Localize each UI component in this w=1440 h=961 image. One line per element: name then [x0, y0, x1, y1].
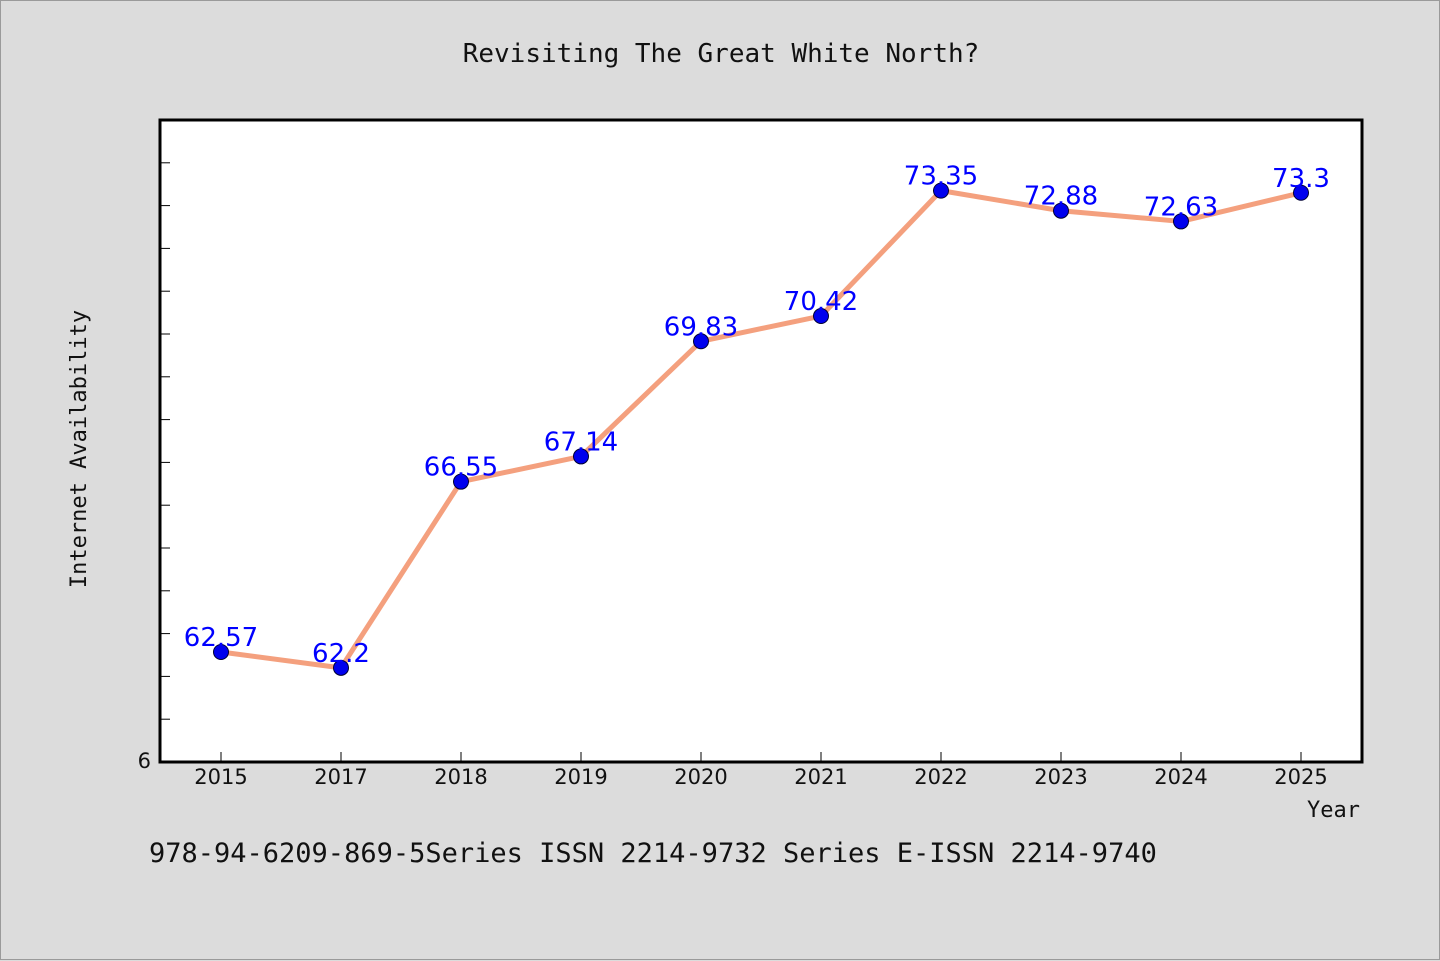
x-tick-label: 2018: [434, 765, 487, 789]
data-label: 62.2: [312, 639, 370, 669]
x-tick-label: 2020: [674, 765, 727, 789]
y-tick-label: 6: [138, 749, 151, 773]
data-label: 72.88: [1024, 182, 1098, 212]
data-point: [1173, 213, 1189, 230]
data-point: [213, 644, 229, 661]
data-point: [333, 659, 349, 676]
data-point: [573, 448, 589, 465]
data-point: [693, 333, 709, 350]
plot-area: [158, 118, 1364, 764]
data-label: 67.14: [544, 427, 618, 457]
data-points: [213, 182, 1309, 676]
data-label: 62.57: [184, 623, 258, 653]
x-tick-label: 2019: [554, 765, 607, 789]
y-axis-label: Internet Availability: [67, 310, 92, 588]
data-label: 66.55: [424, 453, 498, 483]
data-point: [453, 473, 469, 490]
data-point: [1053, 202, 1069, 219]
series-line: [218, 188, 1304, 671]
data-point: [813, 308, 829, 325]
y-axis-ticks: [160, 162, 170, 720]
x-tick-label: 2015: [194, 765, 247, 789]
data-labels: 62.57 62.2 66.55 67.14 69.83 70.42 73.35 72.88 7…: [184, 162, 1330, 669]
x-tick-label: 2021: [794, 765, 847, 789]
data-label: 73.35: [904, 162, 978, 192]
x-axis-label: Year: [1307, 798, 1360, 823]
x-tick-label: 2025: [1274, 765, 1327, 789]
x-axis-ticks: 2015 2017 2018 2019 2020 2021 2022 2023 2024 2025: [194, 752, 1328, 789]
data-point: [1293, 184, 1309, 201]
x-tick-label: 2024: [1154, 765, 1207, 789]
data-label: 73.3: [1272, 164, 1330, 194]
series-group: [218, 188, 1304, 671]
x-tick-label: 2023: [1034, 765, 1087, 789]
x-tick-label: 2017: [314, 765, 367, 789]
footer-text: 978-94-6209-869-5Series ISSN 2214-9732 S…: [149, 838, 1157, 869]
data-label: 70.42: [784, 287, 858, 317]
data-label: 69.83: [664, 312, 738, 342]
data-point: [933, 182, 949, 199]
data-label: 72.63: [1144, 192, 1218, 222]
x-tick-label: 2022: [914, 765, 967, 789]
chart-title: Revisiting The Great White North?: [463, 39, 980, 69]
